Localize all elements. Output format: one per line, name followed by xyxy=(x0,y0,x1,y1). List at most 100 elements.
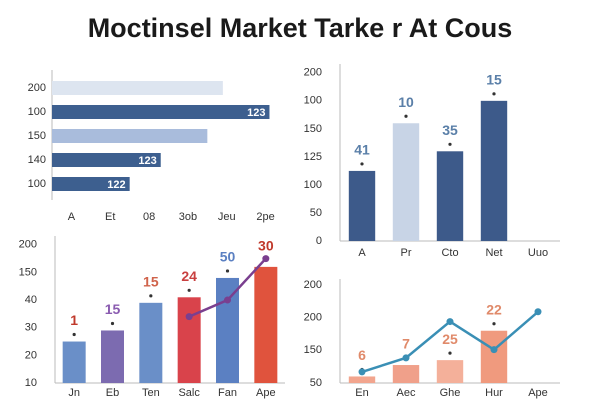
bar-label: 1 xyxy=(70,312,78,328)
bar-label: 35 xyxy=(442,122,458,138)
x-tick-label: Aec xyxy=(397,387,416,399)
page-title: Moctinsel Market Tarke r At Cous xyxy=(88,13,513,43)
y-tick-label: 140 xyxy=(28,154,46,166)
y-tick-label: 50 xyxy=(310,207,322,219)
bar xyxy=(436,360,464,383)
x-tick-label: Pr xyxy=(401,247,412,259)
y-tick-label: 30 xyxy=(25,322,37,334)
x-tick-label: Jn xyxy=(68,387,80,399)
y-tick-label: 40 xyxy=(25,294,37,306)
bar-label: 123 xyxy=(247,107,265,119)
y-tick-label: 150 xyxy=(28,130,46,142)
x-tick-label: Cto xyxy=(441,247,458,259)
y-tick-label: 200 xyxy=(19,239,37,251)
x-tick-label: Ape xyxy=(256,387,276,399)
y-tick-label: 50 xyxy=(310,377,322,389)
y-tick-label: 200 xyxy=(304,312,322,324)
bar xyxy=(62,341,86,383)
line-point xyxy=(358,368,366,376)
bar-label: 24 xyxy=(181,268,197,284)
bar-label: 122 xyxy=(107,179,125,191)
bar-label: 6 xyxy=(358,347,366,363)
bar-label: 10 xyxy=(398,94,414,110)
line-point xyxy=(490,346,498,354)
bar xyxy=(139,302,163,383)
y-tick-label: 100 xyxy=(304,179,322,191)
x-tick-label: Eb xyxy=(106,387,119,399)
y-tick-label: 100 xyxy=(28,106,46,118)
x-tick-label: 3ob xyxy=(179,211,197,223)
bar-label: 15 xyxy=(105,301,121,317)
x-tick-label: Uuo xyxy=(528,247,548,259)
bar xyxy=(392,123,420,241)
y-tick-label: 20 xyxy=(25,349,37,361)
line-point xyxy=(446,318,454,326)
line-point xyxy=(534,308,542,316)
bar-label: 30 xyxy=(258,238,274,254)
y-tick-label: 150 xyxy=(19,266,37,278)
x-tick-label: A xyxy=(358,247,366,259)
x-tick-label: Salc xyxy=(178,387,200,399)
y-tick-label: 100 xyxy=(28,178,46,190)
bar xyxy=(480,100,508,242)
label-dot xyxy=(72,332,76,337)
bar-label: 15 xyxy=(143,274,159,290)
line-point xyxy=(185,313,193,321)
x-tick-label: Fan xyxy=(218,387,237,399)
bar-label: 7 xyxy=(402,336,410,352)
bar-label: 50 xyxy=(220,249,236,265)
label-dot xyxy=(404,114,408,118)
line-point xyxy=(224,296,231,304)
bar xyxy=(52,129,208,143)
bar-label: 41 xyxy=(354,142,370,158)
x-tick-label: En xyxy=(355,387,368,399)
y-tick-label: 200 xyxy=(28,82,46,94)
bar xyxy=(436,151,464,241)
x-tick-label: Ape xyxy=(528,387,548,399)
label-dot xyxy=(187,288,191,292)
bar xyxy=(52,81,223,95)
bar xyxy=(177,297,201,383)
bar-label: 15 xyxy=(486,72,502,88)
bar xyxy=(52,105,270,119)
y-tick-label: 100 xyxy=(304,95,322,107)
y-tick-label: 200 xyxy=(304,67,322,79)
label-dot xyxy=(360,162,364,166)
x-tick-label: Ten xyxy=(142,387,160,399)
label-dot xyxy=(110,321,115,326)
bar-label: 22 xyxy=(486,301,502,317)
x-tick-label: 08 xyxy=(143,211,155,223)
bar xyxy=(52,153,161,167)
line-point xyxy=(402,354,410,362)
bar xyxy=(101,330,124,383)
label-dot xyxy=(492,322,496,326)
label-dot xyxy=(448,142,452,146)
bar-label: 25 xyxy=(442,331,458,347)
x-tick-label: Net xyxy=(485,247,502,259)
x-tick-label: Jeu xyxy=(218,211,236,223)
x-tick-label: 2pe xyxy=(256,211,274,223)
label-dot xyxy=(149,294,153,298)
line-point xyxy=(262,255,270,263)
bar xyxy=(392,365,420,383)
bar xyxy=(348,170,376,241)
y-tick-label: 150 xyxy=(304,344,322,356)
x-tick-label: Et xyxy=(105,211,115,223)
bar xyxy=(52,177,130,191)
label-dot xyxy=(448,351,452,355)
y-tick-label: 125 xyxy=(304,151,322,163)
bar xyxy=(480,330,508,383)
label-dot xyxy=(225,269,230,273)
bar xyxy=(254,266,278,383)
x-tick-label: Hur xyxy=(485,387,503,399)
bar xyxy=(216,277,239,383)
y-tick-label: 10 xyxy=(25,377,37,389)
x-tick-label: Ghe xyxy=(440,387,461,399)
y-tick-label: 150 xyxy=(304,123,322,135)
y-tick-label: 0 xyxy=(316,235,322,247)
x-tick-label: A xyxy=(68,211,76,223)
y-tick-label: 200 xyxy=(304,279,322,291)
bar xyxy=(348,376,376,383)
bar-label: 123 xyxy=(138,155,156,167)
